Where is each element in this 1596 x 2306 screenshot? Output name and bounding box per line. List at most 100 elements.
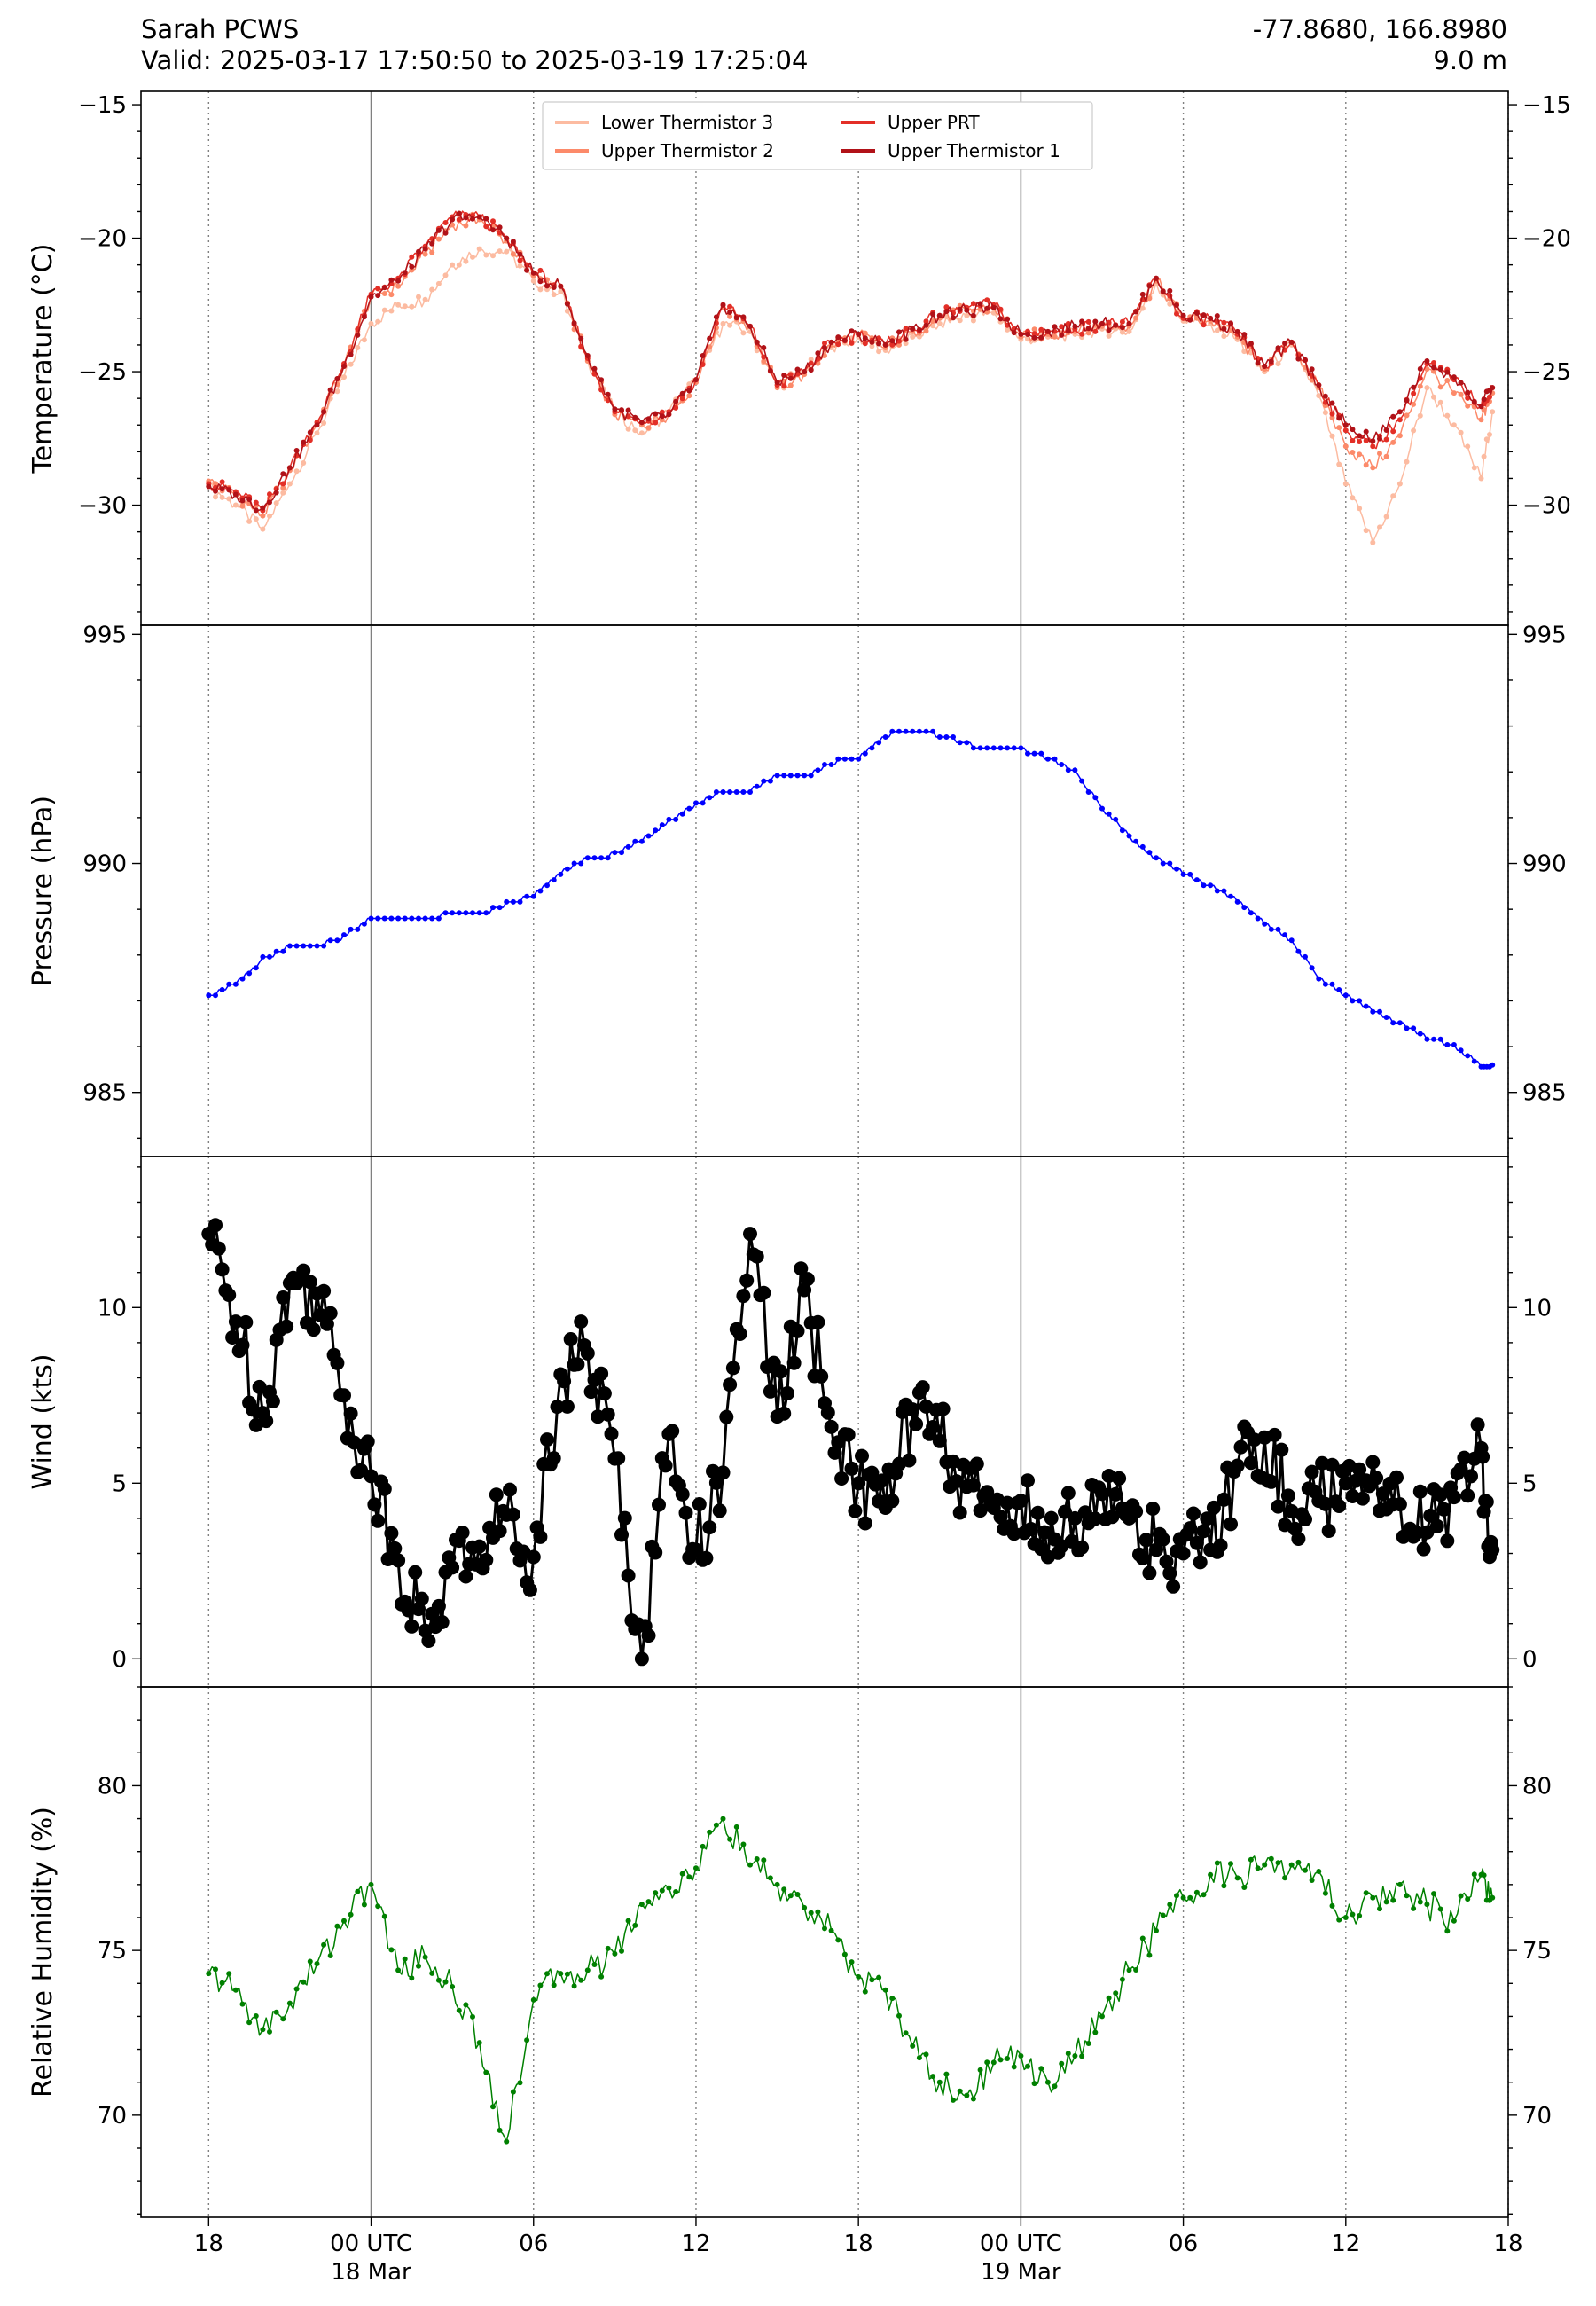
data-point bbox=[648, 1545, 663, 1560]
data-point bbox=[862, 341, 868, 347]
y-tick-label: −30 bbox=[78, 493, 127, 520]
data-point bbox=[1133, 1967, 1139, 1973]
data-point bbox=[1471, 398, 1477, 404]
data-point bbox=[1133, 838, 1139, 844]
data-point bbox=[720, 320, 726, 326]
data-point bbox=[1451, 1918, 1457, 1924]
data-point bbox=[1458, 429, 1464, 435]
data-point bbox=[814, 1369, 829, 1384]
data-point bbox=[429, 240, 435, 247]
data-point bbox=[591, 1962, 598, 1967]
data-point bbox=[903, 326, 909, 332]
data-point bbox=[1392, 1497, 1407, 1512]
data-point bbox=[537, 286, 544, 293]
data-point bbox=[841, 337, 848, 343]
data-point bbox=[720, 789, 726, 795]
data-point bbox=[1363, 1890, 1369, 1896]
data-point bbox=[537, 888, 544, 894]
data-point bbox=[1377, 435, 1382, 442]
data-point bbox=[841, 1951, 848, 1957]
data-point bbox=[874, 1473, 889, 1488]
data-point bbox=[226, 496, 232, 502]
data-point bbox=[388, 1947, 395, 1953]
data-point bbox=[970, 301, 976, 307]
data-point bbox=[977, 301, 983, 307]
data-point bbox=[1350, 998, 1356, 1004]
data-point bbox=[483, 910, 489, 916]
data-point bbox=[713, 314, 719, 320]
data-point bbox=[1092, 318, 1099, 325]
data-point bbox=[666, 816, 672, 822]
data-point bbox=[1417, 412, 1423, 419]
y-tick-label: 995 bbox=[82, 622, 127, 648]
data-point bbox=[327, 387, 333, 393]
data-point bbox=[391, 1553, 406, 1568]
data-point bbox=[319, 1316, 334, 1331]
data-point bbox=[206, 1971, 212, 1977]
data-point bbox=[232, 981, 239, 987]
data-point bbox=[794, 1261, 809, 1276]
data-point bbox=[1295, 356, 1302, 362]
data-point bbox=[998, 2057, 1004, 2063]
data-point bbox=[916, 2055, 922, 2061]
data-point bbox=[970, 745, 976, 751]
series-lower-thermistor-3 bbox=[206, 246, 1496, 545]
data-point bbox=[456, 216, 462, 223]
data-point bbox=[1126, 328, 1132, 334]
data-point bbox=[564, 866, 570, 872]
data-point bbox=[781, 373, 787, 378]
data-point bbox=[1336, 1917, 1342, 1923]
data-point bbox=[314, 422, 320, 428]
data-point bbox=[219, 479, 225, 485]
data-point bbox=[1275, 1860, 1281, 1866]
data-point bbox=[1357, 439, 1363, 444]
data-point bbox=[747, 1862, 753, 1868]
data-point bbox=[476, 2040, 482, 2046]
data-point bbox=[409, 263, 415, 270]
panel-1: −15 −15 −20 −20 −25 −25 −30 −30 Temperature (°C) bbox=[27, 90, 1571, 626]
data-point bbox=[1243, 1455, 1258, 1471]
data-point bbox=[421, 1634, 436, 1648]
data-point bbox=[659, 417, 665, 423]
y-tick-label: 70 bbox=[98, 2103, 127, 2130]
data-point bbox=[296, 1263, 311, 1278]
data-point bbox=[1106, 811, 1112, 817]
x-tick-label: 06 bbox=[1169, 2231, 1198, 2257]
data-point bbox=[909, 1416, 924, 1431]
data-point bbox=[490, 2104, 496, 2110]
data-point bbox=[450, 1984, 456, 1989]
data-point bbox=[916, 728, 922, 734]
data-point bbox=[1490, 1894, 1496, 1901]
data-point bbox=[727, 313, 733, 319]
data-point bbox=[645, 833, 652, 839]
data-point bbox=[659, 409, 665, 415]
data-point bbox=[483, 252, 489, 258]
data-point bbox=[286, 481, 293, 487]
data-point bbox=[211, 1241, 226, 1256]
data-point bbox=[1160, 1912, 1166, 1918]
data-point bbox=[1088, 1511, 1103, 1526]
data-point bbox=[1037, 1525, 1052, 1540]
data-point bbox=[970, 318, 976, 324]
data-point bbox=[1342, 481, 1349, 487]
data-point bbox=[544, 1971, 550, 1977]
data-point bbox=[570, 1357, 585, 1372]
data-point bbox=[716, 1465, 731, 1480]
data-point bbox=[739, 1273, 755, 1288]
data-point bbox=[1444, 1928, 1451, 1934]
data-point bbox=[1471, 1058, 1477, 1064]
station-title: Sarah PCWS bbox=[141, 14, 300, 44]
data-point bbox=[301, 439, 307, 445]
data-point bbox=[841, 1427, 856, 1442]
data-point bbox=[943, 309, 950, 315]
y-tick-label: 5 bbox=[1522, 1471, 1537, 1497]
data-point bbox=[1106, 327, 1112, 333]
data-point bbox=[733, 315, 739, 321]
data-point bbox=[1440, 1533, 1455, 1549]
data-point bbox=[456, 2007, 462, 2013]
data-point bbox=[1357, 433, 1363, 439]
data-point bbox=[707, 344, 713, 350]
data-point bbox=[1038, 750, 1044, 757]
data-point bbox=[673, 816, 679, 822]
